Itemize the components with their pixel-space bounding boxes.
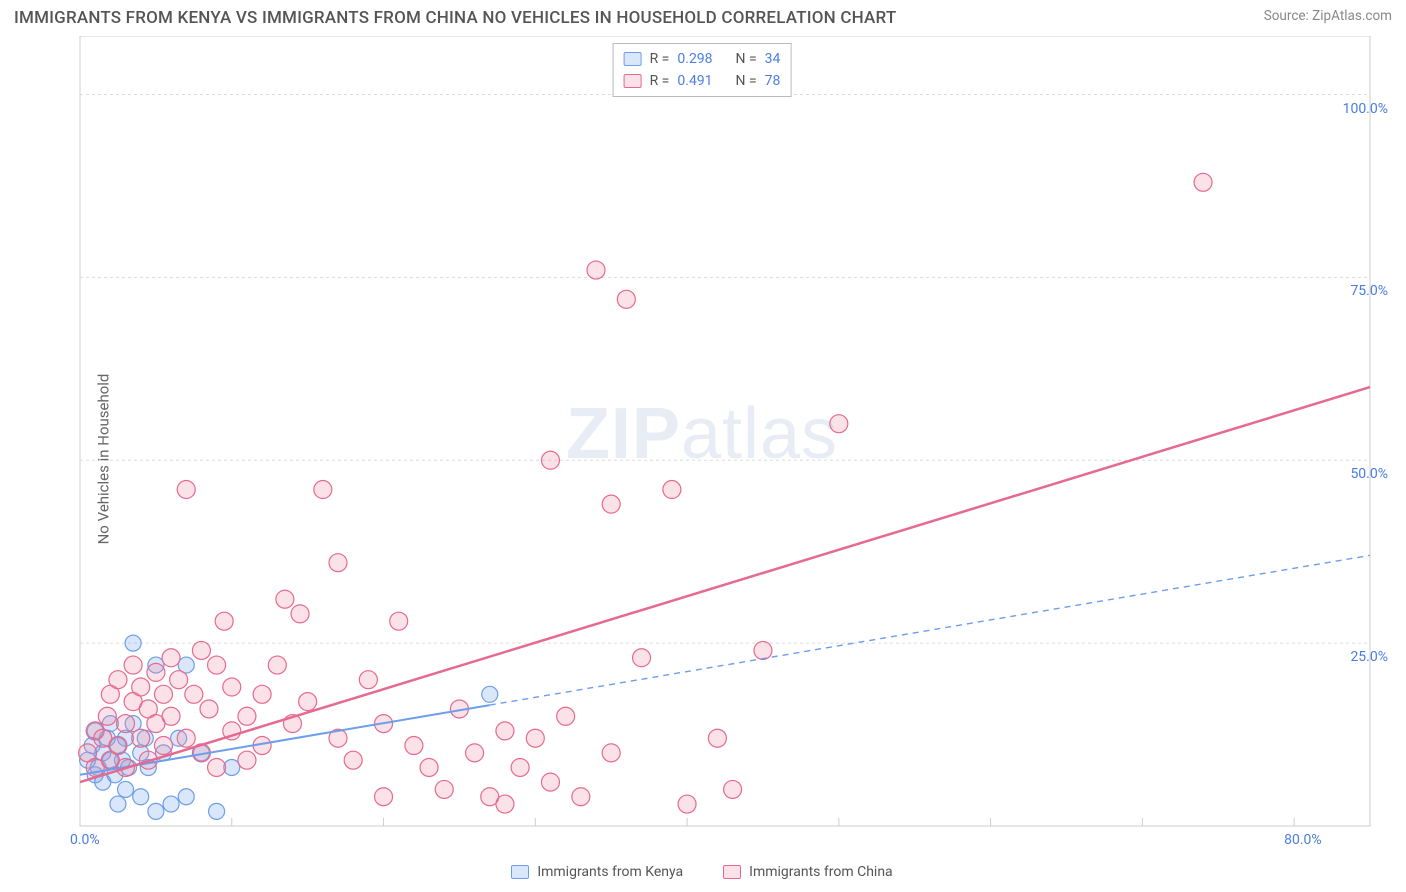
y-tick-label: 100.0% bbox=[1343, 101, 1388, 117]
legend-label: Immigrants from China bbox=[749, 864, 893, 880]
legend-series: Immigrants from Kenya Immigrants from Ch… bbox=[10, 864, 1394, 880]
swatch-kenya-icon bbox=[624, 52, 642, 66]
y-tick-label: 50.0% bbox=[1350, 466, 1388, 482]
legend-stats-row: R = 0.298 N = 34 bbox=[624, 48, 781, 70]
legend-item: Immigrants from Kenya bbox=[511, 864, 683, 880]
legend-stats: R = 0.298 N = 34 R = 0.491 N = 78 bbox=[613, 43, 792, 97]
chart-container: No Vehicles in Household ZIPatlas R = 0.… bbox=[10, 36, 1394, 882]
chart-title: IMMIGRANTS FROM KENYA VS IMMIGRANTS FROM… bbox=[14, 8, 896, 28]
x-tick-label: 0.0% bbox=[70, 832, 100, 848]
x-tick-label: 80.0% bbox=[1284, 832, 1322, 848]
legend-stats-row: R = 0.491 N = 78 bbox=[624, 70, 781, 92]
y-axis-label: No Vehicles in Household bbox=[94, 374, 112, 545]
swatch-china-icon bbox=[723, 865, 741, 879]
chart-header: IMMIGRANTS FROM KENYA VS IMMIGRANTS FROM… bbox=[0, 0, 1406, 32]
legend-item: Immigrants from China bbox=[723, 864, 893, 880]
y-tick-label: 75.0% bbox=[1350, 283, 1388, 299]
y-tick-label: 25.0% bbox=[1350, 649, 1388, 665]
scatter-plot bbox=[10, 36, 1394, 860]
legend-label: Immigrants from Kenya bbox=[537, 864, 683, 880]
source-label: Source: ZipAtlas.com bbox=[1264, 8, 1392, 24]
swatch-kenya-icon bbox=[511, 865, 529, 879]
swatch-china-icon bbox=[624, 74, 642, 88]
